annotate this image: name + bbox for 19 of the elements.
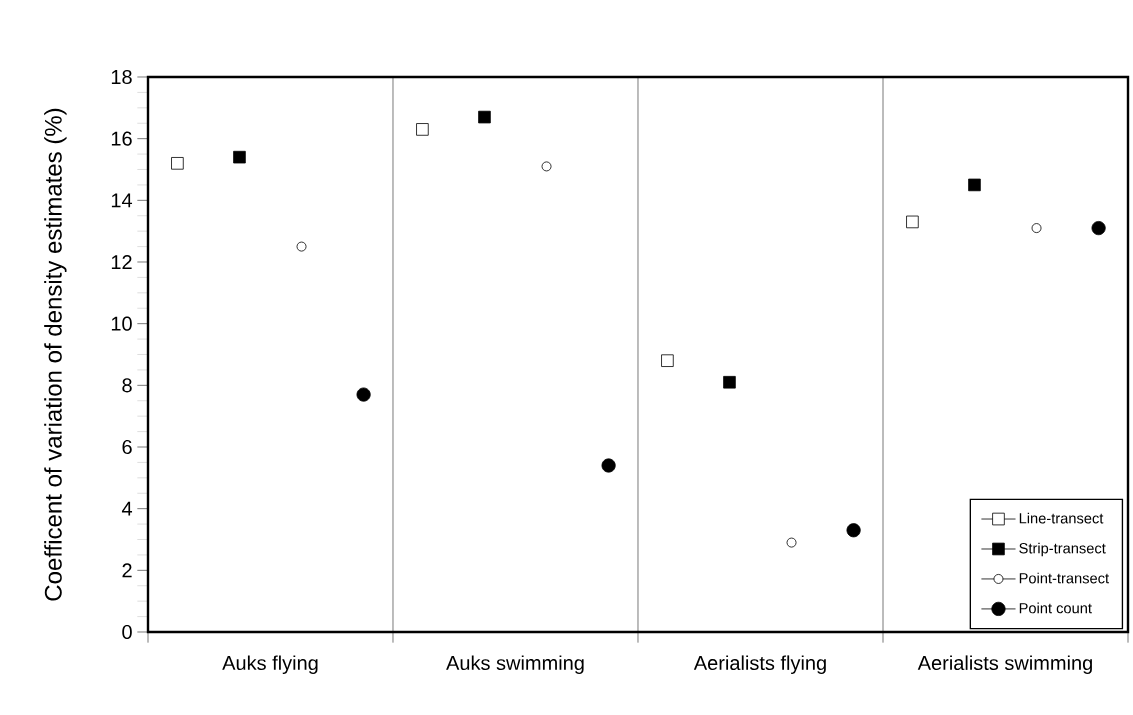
y-tick-label: 2 (122, 563, 132, 578)
x-tick-label: Aerialists flying (693, 655, 826, 675)
x-tick-label: Auks swimming (446, 655, 584, 675)
legend-label: Line-transect (1019, 512, 1104, 524)
x-tick-label: Auks flying (222, 655, 318, 675)
y-tick-label: 16 (111, 131, 132, 146)
legend-label: Point count (1019, 602, 1092, 614)
y-tick-label: 12 (111, 255, 132, 269)
y-axis-title: Coefficent of variation of density estimates (%) (44, 108, 67, 601)
y-tick-label: 18 (111, 69, 132, 85)
y-tick-label: 0 (122, 624, 132, 640)
legend-label: Point-transect (1019, 572, 1109, 584)
y-tick-label: 8 (122, 378, 132, 393)
y-tick-label: 6 (122, 439, 132, 455)
legend-label: Strip-transect (1019, 542, 1106, 557)
x-tick-label: Aerialists swimming (917, 655, 1092, 675)
y-tick-label: 4 (121, 501, 133, 516)
y-tick-label: 10 (111, 316, 132, 331)
y-tick-label: 14 (111, 193, 133, 208)
